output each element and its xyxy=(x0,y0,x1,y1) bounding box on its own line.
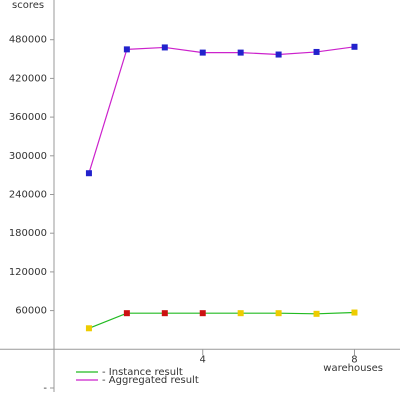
point xyxy=(237,310,244,317)
y-tick-label: 300000 xyxy=(9,151,47,162)
x-axis-label: warehouses xyxy=(323,363,383,374)
point xyxy=(237,49,244,56)
y-tick-label: 120000 xyxy=(9,267,47,278)
legend-label: - Aggregated result xyxy=(102,375,199,386)
series-line xyxy=(88,46,355,174)
series-line xyxy=(88,311,355,329)
y-tick-label: 60000 xyxy=(15,306,47,317)
point xyxy=(161,44,168,51)
point xyxy=(351,309,358,316)
point xyxy=(85,325,92,332)
y-axis-label: scores xyxy=(12,0,44,11)
point xyxy=(275,310,282,317)
y-tick-label: 480000 xyxy=(9,35,47,46)
x-tick-label: 8 xyxy=(351,354,357,365)
point xyxy=(199,310,206,317)
x-tick-label: 4 xyxy=(200,354,206,365)
point xyxy=(85,170,92,177)
point xyxy=(123,46,130,53)
y-tick-label: 360000 xyxy=(9,112,47,123)
y-tick-label: 420000 xyxy=(9,73,47,84)
point xyxy=(313,310,320,317)
point xyxy=(161,310,168,317)
point xyxy=(123,310,130,317)
point xyxy=(351,43,358,50)
y-tick-label: - xyxy=(43,383,47,394)
y-tick-label: 180000 xyxy=(9,228,47,239)
point xyxy=(199,49,206,56)
y-tick-label: 240000 xyxy=(9,190,47,201)
legend-label: - Instance result xyxy=(102,367,183,378)
point xyxy=(313,48,320,55)
point xyxy=(275,51,282,58)
